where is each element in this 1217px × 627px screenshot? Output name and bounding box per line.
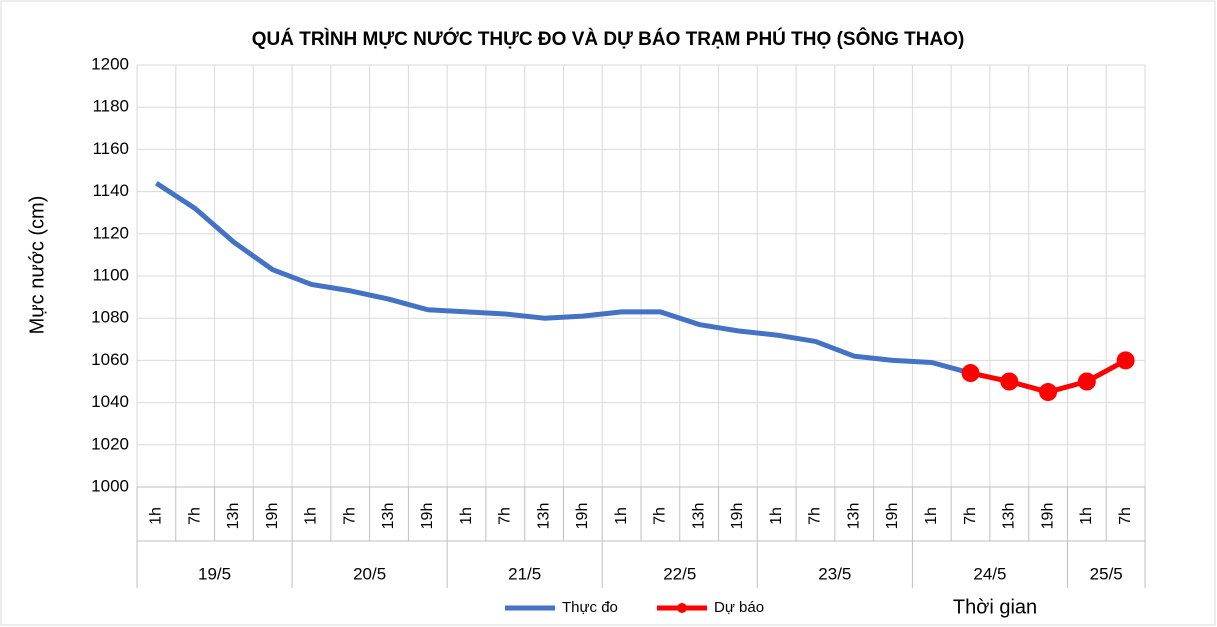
x-group-label: 20/5: [353, 564, 386, 583]
y-tick-label: 1180: [92, 97, 129, 116]
x-tick-label: 7h: [341, 507, 358, 525]
x-tick-label: 19h: [1039, 503, 1056, 530]
x-tick-label: 19h: [419, 503, 436, 530]
x-tick-label: 1h: [1078, 507, 1095, 525]
series-marker: [961, 364, 980, 383]
y-tick-label: 1000: [91, 476, 129, 495]
x-tick-label: 19h: [264, 503, 281, 530]
y-tick-label: 1080: [91, 308, 129, 327]
x-tick-label: 7h: [1117, 507, 1134, 525]
y-tick-label: 1120: [92, 223, 129, 242]
x-tick-label: 1h: [768, 507, 785, 525]
x-group-label: 19/5: [198, 564, 231, 583]
x-tick-label: 19h: [574, 503, 591, 530]
series-marker: [1116, 351, 1135, 370]
y-tick-label: 1100: [92, 265, 129, 284]
chart-title: QUÁ TRÌNH MỰC NƯỚC THỰC ĐO VÀ DỰ BÁO TRẠ…: [252, 28, 965, 50]
y-tick-label: 1040: [91, 392, 129, 411]
y-tick-label: 1160: [92, 139, 129, 158]
x-tick-label: 13h: [535, 503, 552, 530]
x-tick-label: 13h: [225, 503, 242, 530]
y-tick-label: 1020: [91, 434, 129, 453]
x-tick-label: 7h: [962, 507, 979, 525]
x-tick-label: 13h: [690, 503, 707, 530]
series-line: [155, 181, 972, 376]
y-tick-label: 1200: [91, 54, 129, 73]
x-tick-label: 13h: [380, 503, 397, 530]
x-group-label: 24/5: [973, 564, 1006, 583]
x-tick-label: 19h: [884, 503, 901, 530]
x-tick-label: 13h: [1001, 503, 1018, 530]
legend-label: Thực đo: [562, 599, 618, 616]
x-tick-label: 1h: [458, 507, 475, 525]
x-tick-label: 7h: [186, 507, 203, 525]
x-tick-label: 7h: [652, 507, 669, 525]
legend-label: Dự báo: [714, 599, 764, 616]
series-marker: [1077, 372, 1096, 391]
y-tick-label: 1140: [92, 181, 129, 200]
x-group-label: 23/5: [818, 564, 851, 583]
x-axis-label: Thời gian: [953, 596, 1037, 618]
x-tick-label: 19h: [729, 503, 746, 530]
x-group-label: 25/5: [1090, 564, 1123, 583]
series-marker: [1000, 372, 1019, 391]
x-tick-label: 13h: [845, 503, 862, 530]
y-axis-label: Mực nước (cm): [26, 196, 48, 335]
x-tick-label: 1h: [148, 507, 165, 525]
legend-marker: [677, 603, 687, 613]
x-tick-label: 7h: [807, 507, 824, 525]
x-tick-label: 7h: [497, 507, 514, 525]
x-group-label: 21/5: [508, 564, 541, 583]
series-marker: [1039, 383, 1058, 402]
x-tick-label: 1h: [613, 507, 630, 525]
x-tick-label: 1h: [923, 507, 940, 525]
y-tick-label: 1060: [91, 350, 129, 369]
x-group-label: 22/5: [663, 564, 696, 583]
x-tick-label: 1h: [303, 507, 320, 525]
